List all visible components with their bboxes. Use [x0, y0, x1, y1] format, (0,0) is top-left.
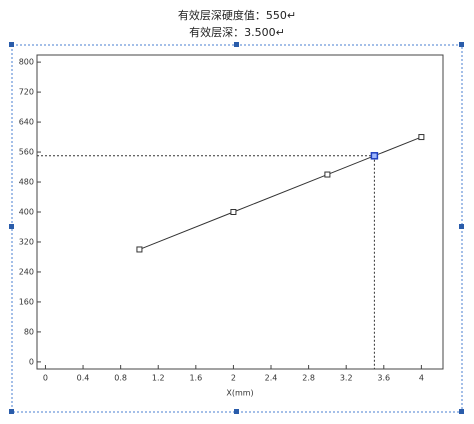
- x-tick-label: 0: [43, 374, 48, 383]
- y-tick-label: 640: [19, 118, 34, 127]
- y-tick-label: 480: [19, 178, 34, 187]
- y-tick-label: 0: [29, 357, 34, 366]
- plot-frame: [36, 54, 444, 370]
- x-tick-label: 3.6: [377, 374, 390, 383]
- x-tick-label: 3.2: [340, 374, 353, 383]
- y-tick-label: 160: [19, 297, 34, 306]
- y-tick-label: 400: [19, 208, 34, 217]
- x-tick-label: 2: [231, 374, 236, 383]
- point: [230, 209, 237, 215]
- chart-title: 有效层深硬度值：550↵: [178, 8, 296, 22]
- x-tick-label: 2.4: [265, 374, 278, 383]
- y-tick-label: 560: [19, 148, 34, 157]
- x-tick-label: 4: [419, 374, 424, 383]
- y-tick-label: 800: [19, 58, 34, 67]
- x-tick-label: 0.8: [114, 374, 127, 383]
- x-tick-label: 2.8: [302, 374, 315, 383]
- y-tick-label: 720: [19, 88, 34, 97]
- x-tick-label: 1.6: [189, 374, 202, 383]
- y-tick-label: 80: [24, 327, 34, 336]
- point: [324, 171, 331, 178]
- point: [136, 246, 143, 253]
- chart-subtitle: 有效层深：3.500↵: [189, 25, 285, 39]
- x-axis-label: X(mm): [226, 389, 253, 398]
- x-tick-label: 1.2: [152, 374, 165, 383]
- y-tick-label: 240: [19, 267, 34, 276]
- highlight-point: [370, 152, 379, 160]
- y-tick-label: 320: [19, 237, 34, 246]
- x-tick-label: 0.4: [77, 374, 90, 383]
- point: [418, 134, 425, 141]
- selection-handles: [9, 42, 464, 414]
